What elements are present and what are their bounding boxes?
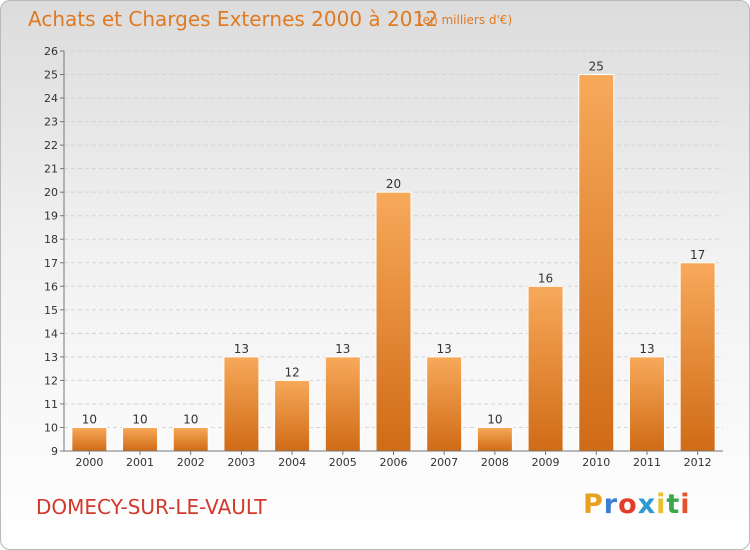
bar [274,379,311,452]
y-tick-label: 14 [44,327,58,340]
bar [426,356,463,452]
logo-letter: x [637,489,657,520]
x-tick-label: 2011 [633,456,661,469]
bar [679,262,716,452]
x-tick-label: 2006 [380,456,408,469]
x-tick-label: 2000 [75,456,103,469]
y-tick-label: 22 [44,139,58,152]
y-tick-label: 25 [44,69,58,82]
bar [223,356,260,452]
x-tick-label: 2004 [278,456,306,469]
bar [324,356,361,452]
bar [71,426,108,452]
bar [628,356,665,452]
y-tick-label: 13 [44,351,58,364]
bar [476,426,513,452]
x-tick-label: 2002 [177,456,205,469]
bar [172,426,209,452]
bar [375,191,412,452]
y-tick-label: 17 [44,257,58,270]
logo-letter: t [666,489,681,520]
data-label: 13 [234,342,249,356]
data-label: 10 [132,412,147,426]
axis-layer: 9 10 11 12 13 14 15 16 17 18 19 20 21 22 23 24 25 26 2000 2… [44,45,723,469]
logo-letter: i [680,489,691,520]
data-label: 13 [639,342,654,356]
data-label: 17 [690,248,705,262]
proxiti-logo: Proxiti [583,489,691,520]
data-label: 10 [183,412,198,426]
x-tick-label: 2007 [430,456,458,469]
y-tick-label: 11 [44,398,58,411]
bar [578,74,615,452]
x-tick-label: 2001 [126,456,154,469]
data-label: 20 [386,177,401,191]
data-label: 13 [335,342,350,356]
data-label: 25 [589,60,604,74]
y-tick-label: 24 [44,92,58,105]
data-label: 13 [437,342,452,356]
logo-letter: o [618,489,638,520]
bars-layer: 10 10 10 13 12 13 20 13 10 16 25 13 17 [71,60,716,452]
y-tick-label: 20 [44,186,58,199]
commune-name: DOMECY-SUR-LE-VAULT [36,495,267,519]
data-label: 10 [82,412,97,426]
x-tick-label: 2012 [684,456,712,469]
y-tick-label: 18 [44,233,58,246]
data-label: 16 [538,271,553,285]
y-tick-label: 23 [44,116,58,129]
data-label: 10 [487,412,502,426]
x-tick-label: 2005 [329,456,357,469]
y-tick-label: 9 [51,445,58,458]
logo-letter: r [603,489,619,520]
logo-letter: i [656,489,667,520]
bar [527,285,564,452]
chart-subtitle: (en milliers d'€) [418,13,513,27]
y-tick-label: 12 [44,374,58,387]
bar [122,426,159,452]
chart-title: Achats et Charges Externes 2000 à 2012 [28,7,438,31]
logo-letter: P [583,489,604,520]
y-tick-label: 10 [44,421,58,434]
y-tick-label: 26 [44,45,58,58]
x-tick-label: 2003 [227,456,255,469]
y-tick-label: 19 [44,210,58,223]
y-tick-label: 16 [44,280,58,293]
y-tick-label: 21 [44,163,58,176]
x-tick-label: 2010 [582,456,610,469]
x-tick-label: 2009 [532,456,560,469]
data-label: 12 [284,365,299,379]
y-tick-label: 15 [44,304,58,317]
x-tick-label: 2008 [481,456,509,469]
